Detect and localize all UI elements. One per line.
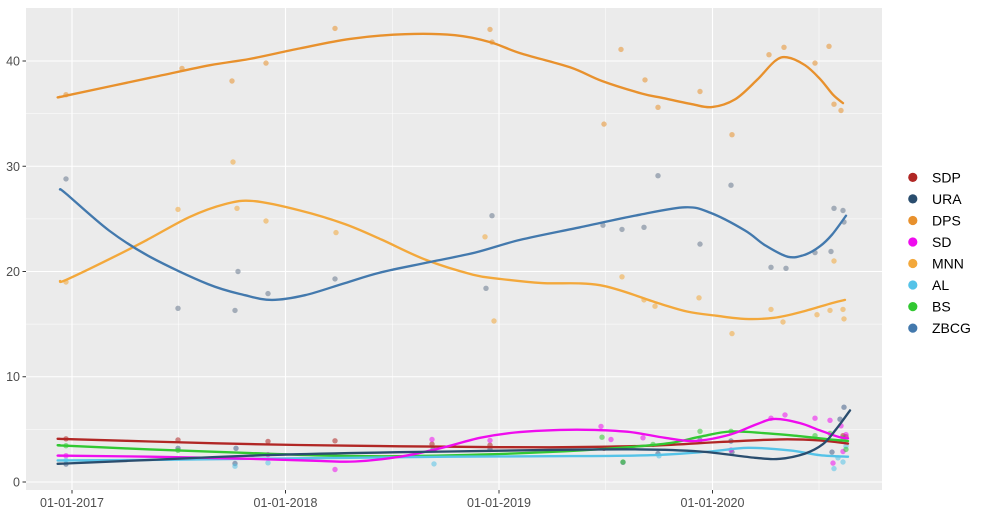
svg-text:01-01-2020: 01-01-2020: [681, 496, 745, 510]
svg-text:SD: SD: [932, 234, 951, 250]
svg-text:01-01-2017: 01-01-2017: [40, 496, 104, 510]
svg-text:20: 20: [6, 265, 20, 279]
svg-text:BS: BS: [932, 299, 951, 315]
svg-text:SDP: SDP: [932, 169, 961, 185]
svg-text:AL: AL: [932, 277, 949, 293]
svg-text:01-01-2019: 01-01-2019: [467, 496, 531, 510]
svg-text:DPS: DPS: [932, 213, 961, 229]
svg-text:ZBCG: ZBCG: [932, 320, 971, 336]
svg-text:10: 10: [6, 370, 20, 384]
svg-text:30: 30: [6, 160, 20, 174]
svg-text:MNN: MNN: [932, 256, 964, 272]
svg-text:URA: URA: [932, 191, 962, 207]
svg-text:01-01-2018: 01-01-2018: [254, 496, 318, 510]
svg-text:0: 0: [13, 476, 20, 490]
svg-text:40: 40: [6, 55, 20, 69]
